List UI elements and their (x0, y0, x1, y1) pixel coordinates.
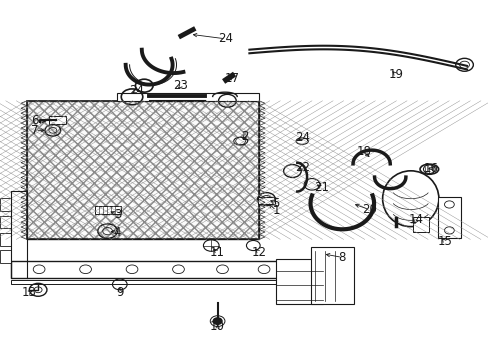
Bar (0, 198, 11, 211)
Bar (117, 93, 259, 101)
Text: 22: 22 (294, 161, 309, 174)
Bar (437, 197, 460, 238)
Text: 8: 8 (338, 251, 346, 264)
Text: 5: 5 (272, 197, 280, 210)
Bar (310, 247, 353, 304)
Text: 14: 14 (408, 213, 423, 226)
Text: 6: 6 (31, 114, 39, 127)
Bar (0, 233, 11, 246)
Bar (49, 116, 66, 124)
Ellipse shape (419, 164, 438, 174)
Bar (27, 101, 259, 239)
Text: 2: 2 (240, 130, 248, 143)
Text: 13: 13 (22, 286, 37, 299)
Text: 24: 24 (294, 131, 309, 144)
Text: 24: 24 (218, 32, 233, 45)
Text: 23: 23 (173, 79, 188, 92)
Bar (95, 206, 121, 214)
Text: 7: 7 (31, 124, 39, 137)
Text: 10: 10 (210, 320, 224, 333)
Bar (258, 197, 275, 204)
Bar (276, 259, 322, 304)
Text: 9: 9 (116, 286, 123, 299)
Ellipse shape (382, 171, 438, 227)
Text: 21: 21 (314, 181, 328, 194)
Text: 11: 11 (210, 246, 224, 259)
Bar (0, 216, 11, 228)
Text: 17: 17 (224, 72, 239, 85)
Text: 20: 20 (361, 203, 376, 216)
Bar (11, 280, 301, 284)
Bar (0, 250, 11, 263)
Text: 24: 24 (129, 84, 144, 97)
Text: 18: 18 (356, 145, 371, 158)
Text: 16: 16 (423, 162, 438, 175)
Text: 15: 15 (437, 235, 451, 248)
Text: 19: 19 (388, 68, 403, 81)
Text: 12: 12 (251, 246, 266, 259)
Ellipse shape (233, 137, 247, 145)
Bar (27, 101, 259, 239)
Bar (27, 101, 258, 239)
Text: 1: 1 (272, 204, 280, 217)
Circle shape (213, 318, 222, 324)
Bar (412, 217, 428, 232)
Bar (11, 261, 301, 278)
Text: 3: 3 (113, 208, 121, 221)
Text: 4: 4 (113, 226, 121, 239)
